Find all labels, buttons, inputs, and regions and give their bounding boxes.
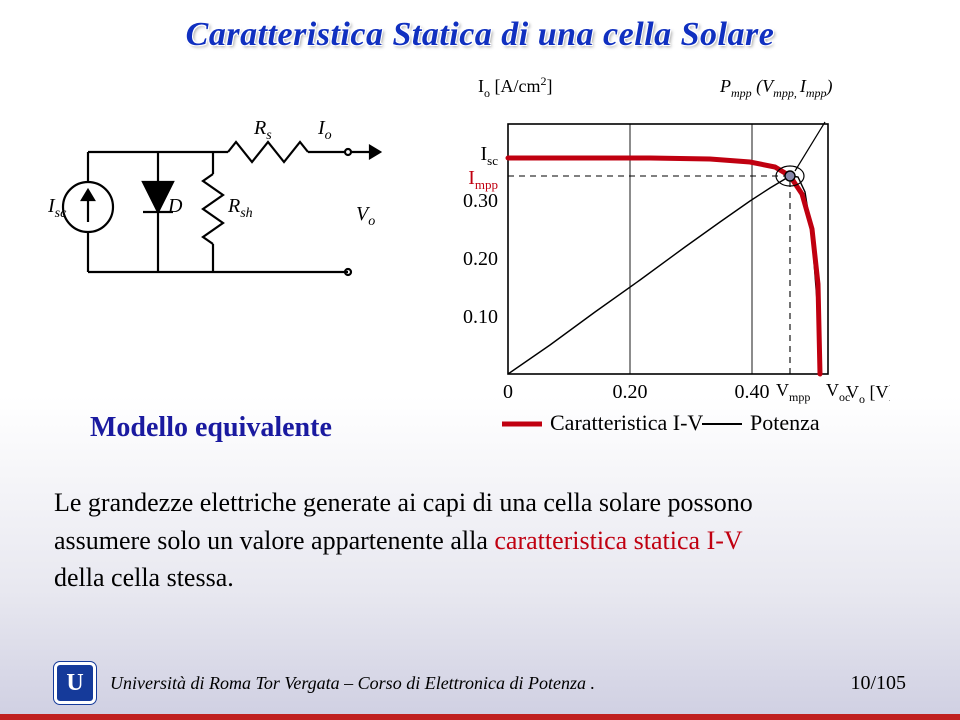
svg-text:0.40: 0.40 — [735, 381, 770, 403]
svg-text:Caratteristica I-V: Caratteristica I-V — [550, 410, 703, 435]
svg-text:0.10: 0.10 — [463, 306, 498, 328]
svg-text:Vmpp: Vmpp — [776, 380, 810, 404]
svg-text:Impp: Impp — [468, 167, 498, 192]
iv-characteristic-chart: Io [A/cm2] Pmpp (Vmpp, Impp) 0.10 0.20 0.3… — [420, 64, 890, 450]
paragraph-text: assumere solo un valore appartenente all… — [54, 526, 494, 555]
bottom-accent-bar — [0, 714, 960, 720]
svg-text:Io [A/cm2]: Io [A/cm2] — [478, 74, 552, 100]
svg-text:Vo: Vo — [356, 203, 375, 229]
paragraph-highlight: caratteristica statica — [494, 526, 700, 555]
svg-text:0.20: 0.20 — [613, 381, 648, 403]
svg-text:0.20: 0.20 — [463, 248, 498, 270]
svg-text:0.30: 0.30 — [463, 190, 498, 212]
svg-text:Rs: Rs — [253, 117, 272, 143]
svg-text:0: 0 — [503, 381, 513, 403]
svg-text:Isc: Isc — [480, 143, 498, 168]
slide-title: Caratteristica Statica di una cella Sola… — [0, 16, 960, 54]
paragraph-text: della cella stessa. — [54, 563, 234, 592]
body-paragraph: Le grandezze elettriche generate ai capi… — [54, 484, 906, 597]
svg-text:Potenza: Potenza — [750, 410, 820, 435]
footer-university: Università di Roma Tor Vergata – Corso d… — [110, 673, 836, 694]
svg-text:Pmpp (Vmpp, Impp): Pmpp (Vmpp, Impp) — [719, 76, 833, 100]
svg-text:Vo [V]: Vo [V] — [846, 382, 890, 406]
paragraph-highlight: I-V — [700, 526, 743, 555]
model-equivalente-label: Modello equivalente — [90, 412, 332, 444]
svg-text:Io: Io — [317, 117, 332, 143]
circuit-diagram: Isc D Rsh Rs Io Vo — [48, 112, 388, 307]
svg-text:Rsh: Rsh — [227, 195, 253, 221]
paragraph-text: Le grandezze elettriche generate ai capi… — [54, 488, 753, 517]
university-logo: U — [54, 662, 96, 704]
svg-text:D: D — [167, 195, 183, 217]
footer: U Università di Roma Tor Vergata – Corso… — [54, 662, 906, 704]
footer-page-number: 10/105 — [850, 672, 906, 695]
